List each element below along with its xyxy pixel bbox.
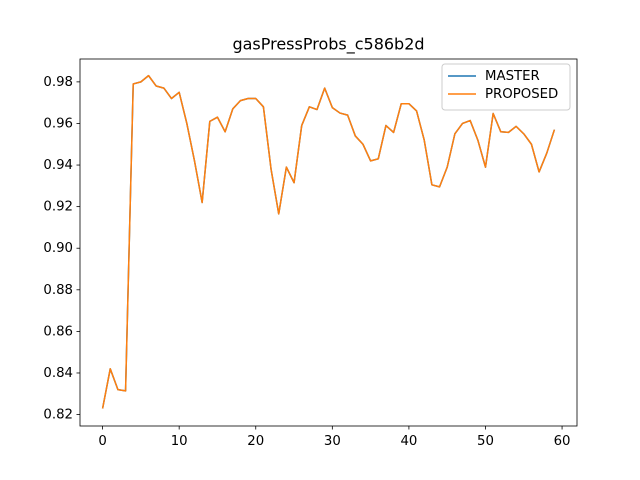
x-tick-label: 10 bbox=[171, 434, 188, 449]
y-tick-label: 0.82 bbox=[43, 408, 73, 423]
line-series bbox=[101, 74, 556, 409]
x-tick-label: 50 bbox=[477, 434, 494, 449]
x-tick-label: 40 bbox=[400, 434, 417, 449]
x-tick-label: 60 bbox=[554, 434, 571, 449]
y-tick-label: 0.94 bbox=[43, 158, 73, 173]
axes-frame bbox=[79, 58, 578, 427]
legend-label: PROPOSED bbox=[485, 87, 558, 102]
x-tick-label: 30 bbox=[324, 434, 341, 449]
x-tick-label: 20 bbox=[247, 434, 264, 449]
legend-label: MASTER bbox=[485, 69, 540, 84]
y-tick-label: 0.90 bbox=[43, 241, 73, 256]
y-tick-label: 0.92 bbox=[43, 200, 73, 215]
x-tick-label: 0 bbox=[98, 434, 106, 449]
y-tick-label: 0.88 bbox=[43, 283, 73, 298]
y-tick-label: 0.84 bbox=[43, 366, 73, 381]
y-tick-label: 0.96 bbox=[43, 116, 73, 131]
y-tick-label: 0.86 bbox=[43, 324, 73, 339]
y-tick-label: 0.98 bbox=[43, 75, 73, 90]
chart-title: gasPressProbs_c586b2d bbox=[232, 35, 424, 55]
